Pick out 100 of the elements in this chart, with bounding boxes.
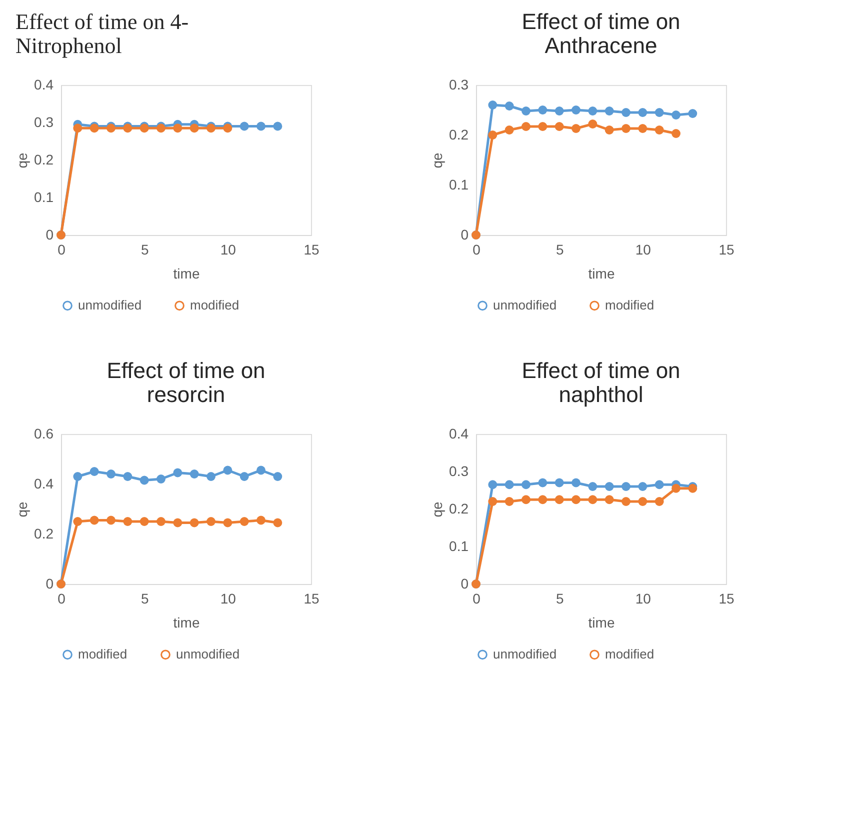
y-tick-label: 0.6: [34, 426, 54, 442]
point: [106, 470, 116, 478]
point: [538, 106, 548, 114]
legend-label: modified: [190, 298, 240, 313]
point: [488, 130, 498, 140]
point: [206, 517, 216, 526]
point: [73, 517, 82, 526]
legend-label: unmodified: [493, 298, 557, 313]
point: [488, 100, 498, 110]
x-axis-title: time: [173, 266, 200, 282]
y-tick-label: 0.4: [34, 76, 54, 92]
point: [588, 495, 598, 504]
legend-label: modified: [605, 646, 654, 662]
point: [504, 102, 514, 110]
point: [588, 120, 598, 128]
legend-label: unmodified: [176, 646, 240, 662]
y-tick-label: 0: [460, 576, 469, 592]
chart-title: Effect of time on resorcin: [106, 358, 266, 407]
point: [522, 122, 530, 131]
point: [572, 478, 580, 488]
point: [123, 517, 132, 526]
x-tick-label: 15: [718, 242, 734, 258]
chart-title: Effect of time on Anthracene: [522, 9, 680, 58]
y-axis-title: qe: [14, 152, 30, 168]
point: [522, 106, 530, 116]
chart-title: Effect of time on naphthol: [522, 358, 680, 407]
point: [190, 124, 199, 133]
x-tick-label: 15: [304, 242, 320, 258]
y-tick-label: 0.1: [34, 189, 54, 205]
legend-label: unmodified: [78, 298, 142, 313]
x-tick-label: 10: [220, 590, 236, 606]
point: [554, 495, 564, 504]
point: [654, 108, 664, 117]
x-tick-label: 5: [140, 590, 149, 606]
y-tick-label: 0.4: [449, 426, 469, 442]
y-tick-label: 0: [46, 576, 54, 592]
y-tick-label: 0.3: [449, 76, 469, 92]
point: [638, 124, 648, 133]
point: [688, 109, 698, 118]
y-tick-label: 0.2: [34, 152, 54, 168]
point: [638, 482, 648, 491]
point: [538, 495, 548, 504]
point: [106, 516, 116, 525]
point: [73, 124, 82, 133]
point: [604, 126, 614, 134]
point: [156, 517, 166, 526]
point: [522, 495, 530, 504]
x-tick-label: 0: [58, 242, 66, 258]
point: [622, 497, 630, 506]
point: [654, 497, 664, 506]
x-tick-label: 15: [304, 590, 320, 606]
x-tick-label: 15: [718, 590, 734, 606]
x-tick-label: 10: [635, 590, 652, 606]
point: [622, 124, 630, 133]
y-tick-label: 0: [46, 226, 54, 242]
y-tick-label: 0: [460, 226, 469, 242]
point: [240, 122, 249, 131]
point: [190, 518, 199, 528]
point: [654, 126, 664, 134]
point: [622, 482, 630, 491]
point: [173, 518, 182, 528]
x-axis-title: time: [588, 614, 615, 630]
point: [622, 108, 630, 117]
point: [256, 466, 266, 475]
point: [588, 482, 598, 491]
point: [223, 518, 232, 528]
point: [140, 476, 149, 485]
point: [672, 129, 680, 138]
point: [90, 467, 99, 476]
point: [672, 484, 680, 493]
point: [156, 474, 166, 484]
x-axis-title: time: [173, 614, 200, 630]
y-tick-label: 0.3: [34, 114, 54, 130]
point: [604, 495, 614, 504]
y-tick-label: 0.1: [449, 176, 469, 192]
point: [206, 472, 216, 481]
point: [190, 470, 199, 478]
point: [504, 126, 514, 134]
point: [572, 495, 580, 504]
point: [504, 480, 514, 490]
point: [140, 517, 149, 526]
point: [173, 124, 182, 133]
x-tick-label: 10: [220, 242, 236, 258]
legend-label: modified: [605, 298, 654, 313]
y-tick-label: 0.2: [449, 126, 469, 142]
point: [256, 122, 266, 131]
x-tick-label: 0: [472, 242, 481, 258]
x-tick-label: 5: [556, 590, 564, 606]
chart-title: Effect of time on 4- Nitrophenol: [16, 9, 189, 58]
point: [554, 478, 564, 488]
point: [223, 466, 232, 475]
legend-label: modified: [78, 646, 128, 662]
point: [240, 472, 249, 481]
x-tick-label: 0: [472, 590, 481, 606]
y-tick-label: 0.1: [449, 538, 469, 554]
point: [572, 124, 580, 133]
y-axis-title: qe: [14, 502, 30, 518]
point: [572, 106, 580, 114]
point: [273, 518, 282, 528]
x-tick-label: 5: [556, 242, 564, 258]
